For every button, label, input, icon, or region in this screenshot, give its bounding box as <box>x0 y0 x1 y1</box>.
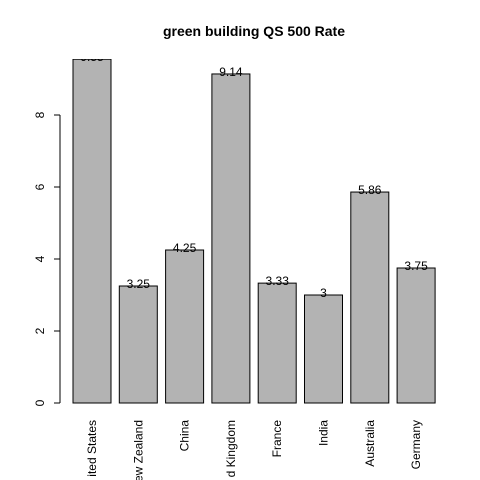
data-label: 4.25 <box>173 241 197 255</box>
bar <box>165 249 205 404</box>
y-tick-label: 2 <box>33 327 47 334</box>
data-label: 3.25 <box>127 277 151 291</box>
chart-title: green building QS 500 Rate <box>163 23 345 39</box>
category-labels-group: ited States ew Zealand China d Kingdom Franc… <box>85 420 423 480</box>
category-label: ited States <box>85 420 99 477</box>
bar <box>72 59 112 404</box>
bar <box>350 191 390 404</box>
y-tick-label: 6 <box>33 183 47 190</box>
category-label: ew Zealand <box>131 420 145 480</box>
y-tick-label: 0 <box>33 399 47 406</box>
bar <box>257 282 297 404</box>
bar <box>118 285 158 404</box>
bar <box>304 294 343 404</box>
data-label: 9.14 <box>219 65 243 79</box>
y-axis: 0 2 4 6 8 <box>33 111 61 406</box>
data-label: 3 <box>320 286 327 300</box>
bars-group <box>72 59 436 404</box>
data-label: 3.75 <box>404 259 428 273</box>
data-label: 3.33 <box>266 274 290 288</box>
y-tick-label: 8 <box>33 111 47 118</box>
bar <box>396 267 436 404</box>
category-label: d Kingdom <box>224 420 238 477</box>
data-label: 5.86 <box>358 183 382 197</box>
category-label: France <box>270 420 284 458</box>
bar <box>211 73 251 404</box>
y-tick-label: 4 <box>33 255 47 262</box>
category-label: China <box>178 420 192 452</box>
data-label: 9.55 <box>80 50 104 64</box>
bar-labels-group: 9.55 3.25 4.25 9.14 3.33 3 5.86 3.75 <box>80 50 428 300</box>
category-label: India <box>317 420 331 446</box>
category-label: Australia <box>363 420 377 467</box>
category-label: Germany <box>409 420 423 469</box>
